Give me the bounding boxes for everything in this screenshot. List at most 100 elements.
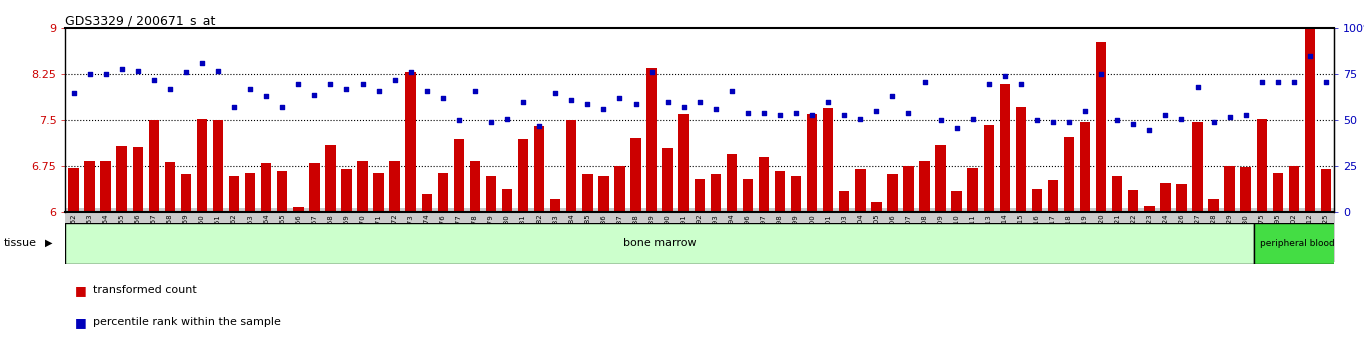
Point (400, 70, 421, 75)
Bar (261, 163, 271, 212)
Text: transformed count: transformed count (93, 285, 196, 295)
Bar (213, 120, 224, 212)
Bar (1176, 184, 1187, 212)
Bar (566, 120, 577, 212)
Bar (1256, 119, 1267, 212)
Point (1315, 79, 1337, 85)
Point (1026, 118, 1048, 123)
Bar (1048, 181, 1058, 212)
Point (160, 86, 181, 92)
Bar (952, 191, 962, 212)
Bar (421, 194, 432, 212)
Point (689, 99, 711, 105)
Point (914, 79, 936, 85)
Bar (1209, 199, 1219, 212)
Bar (1240, 167, 1251, 212)
Point (383, 77, 405, 83)
Bar (1064, 137, 1075, 212)
Point (865, 108, 887, 114)
Point (143, 77, 165, 83)
Point (1267, 79, 1289, 85)
Point (1106, 118, 1128, 123)
Point (1203, 119, 1225, 125)
Point (224, 105, 246, 110)
Text: ■: ■ (75, 284, 87, 297)
Bar (1320, 170, 1331, 212)
Bar (149, 120, 160, 212)
Point (898, 110, 919, 116)
Bar (1016, 107, 1026, 212)
Bar (390, 161, 400, 212)
Text: peripheral blood: peripheral blood (1260, 239, 1335, 248)
Point (352, 81, 374, 86)
Bar (1000, 84, 1009, 212)
Bar (599, 176, 608, 212)
Bar (647, 68, 657, 212)
Bar (1161, 183, 1170, 212)
Bar (374, 172, 383, 212)
Point (672, 105, 694, 110)
Bar (1273, 172, 1284, 212)
Point (608, 96, 630, 101)
Bar (502, 189, 513, 212)
Point (978, 81, 1000, 86)
Point (881, 93, 903, 99)
Bar (758, 157, 769, 212)
Point (1042, 119, 1064, 125)
Bar (855, 170, 866, 212)
Point (255, 93, 277, 99)
Bar (727, 154, 737, 212)
Bar (246, 172, 255, 212)
Bar (663, 148, 672, 212)
Point (416, 88, 438, 94)
Point (528, 123, 550, 129)
Bar (486, 176, 496, 212)
Point (207, 68, 229, 74)
Point (1299, 53, 1320, 59)
Point (625, 101, 647, 107)
Bar (1254, 223, 1342, 264)
Point (1123, 121, 1144, 127)
Point (1187, 84, 1209, 90)
Point (127, 68, 149, 74)
Point (63, 90, 85, 96)
Point (1139, 127, 1161, 132)
Bar (678, 114, 689, 212)
Bar (1128, 190, 1139, 212)
Bar (341, 169, 352, 212)
Point (1251, 79, 1273, 85)
Point (271, 105, 293, 110)
Bar (85, 161, 94, 212)
Bar (1192, 122, 1203, 212)
Bar (469, 161, 480, 212)
Point (753, 110, 775, 116)
Text: ▶: ▶ (45, 238, 52, 248)
Point (336, 86, 357, 92)
Bar (967, 168, 978, 212)
Bar (822, 108, 833, 212)
Bar (1112, 176, 1123, 212)
Point (496, 116, 518, 121)
Bar (438, 172, 447, 212)
Point (319, 81, 341, 86)
Bar (132, 147, 143, 212)
Text: percentile rank within the sample: percentile rank within the sample (93, 317, 281, 327)
Point (801, 112, 822, 118)
Point (1170, 116, 1192, 121)
Bar (839, 191, 850, 212)
Point (817, 99, 839, 105)
Point (786, 110, 807, 116)
Bar (887, 175, 898, 212)
Bar (165, 162, 175, 212)
Bar (1031, 189, 1042, 212)
Point (191, 61, 213, 66)
Point (945, 125, 967, 131)
Bar (775, 171, 786, 212)
Point (994, 73, 1016, 79)
Bar (630, 138, 641, 212)
Bar (550, 199, 561, 212)
Bar (180, 174, 191, 212)
Point (239, 86, 261, 92)
Bar (1289, 166, 1299, 212)
Bar (872, 202, 881, 212)
